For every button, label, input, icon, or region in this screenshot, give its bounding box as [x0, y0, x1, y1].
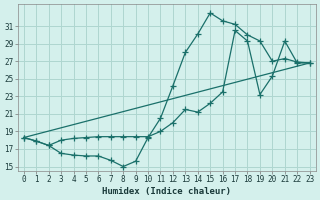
- X-axis label: Humidex (Indice chaleur): Humidex (Indice chaleur): [102, 187, 231, 196]
